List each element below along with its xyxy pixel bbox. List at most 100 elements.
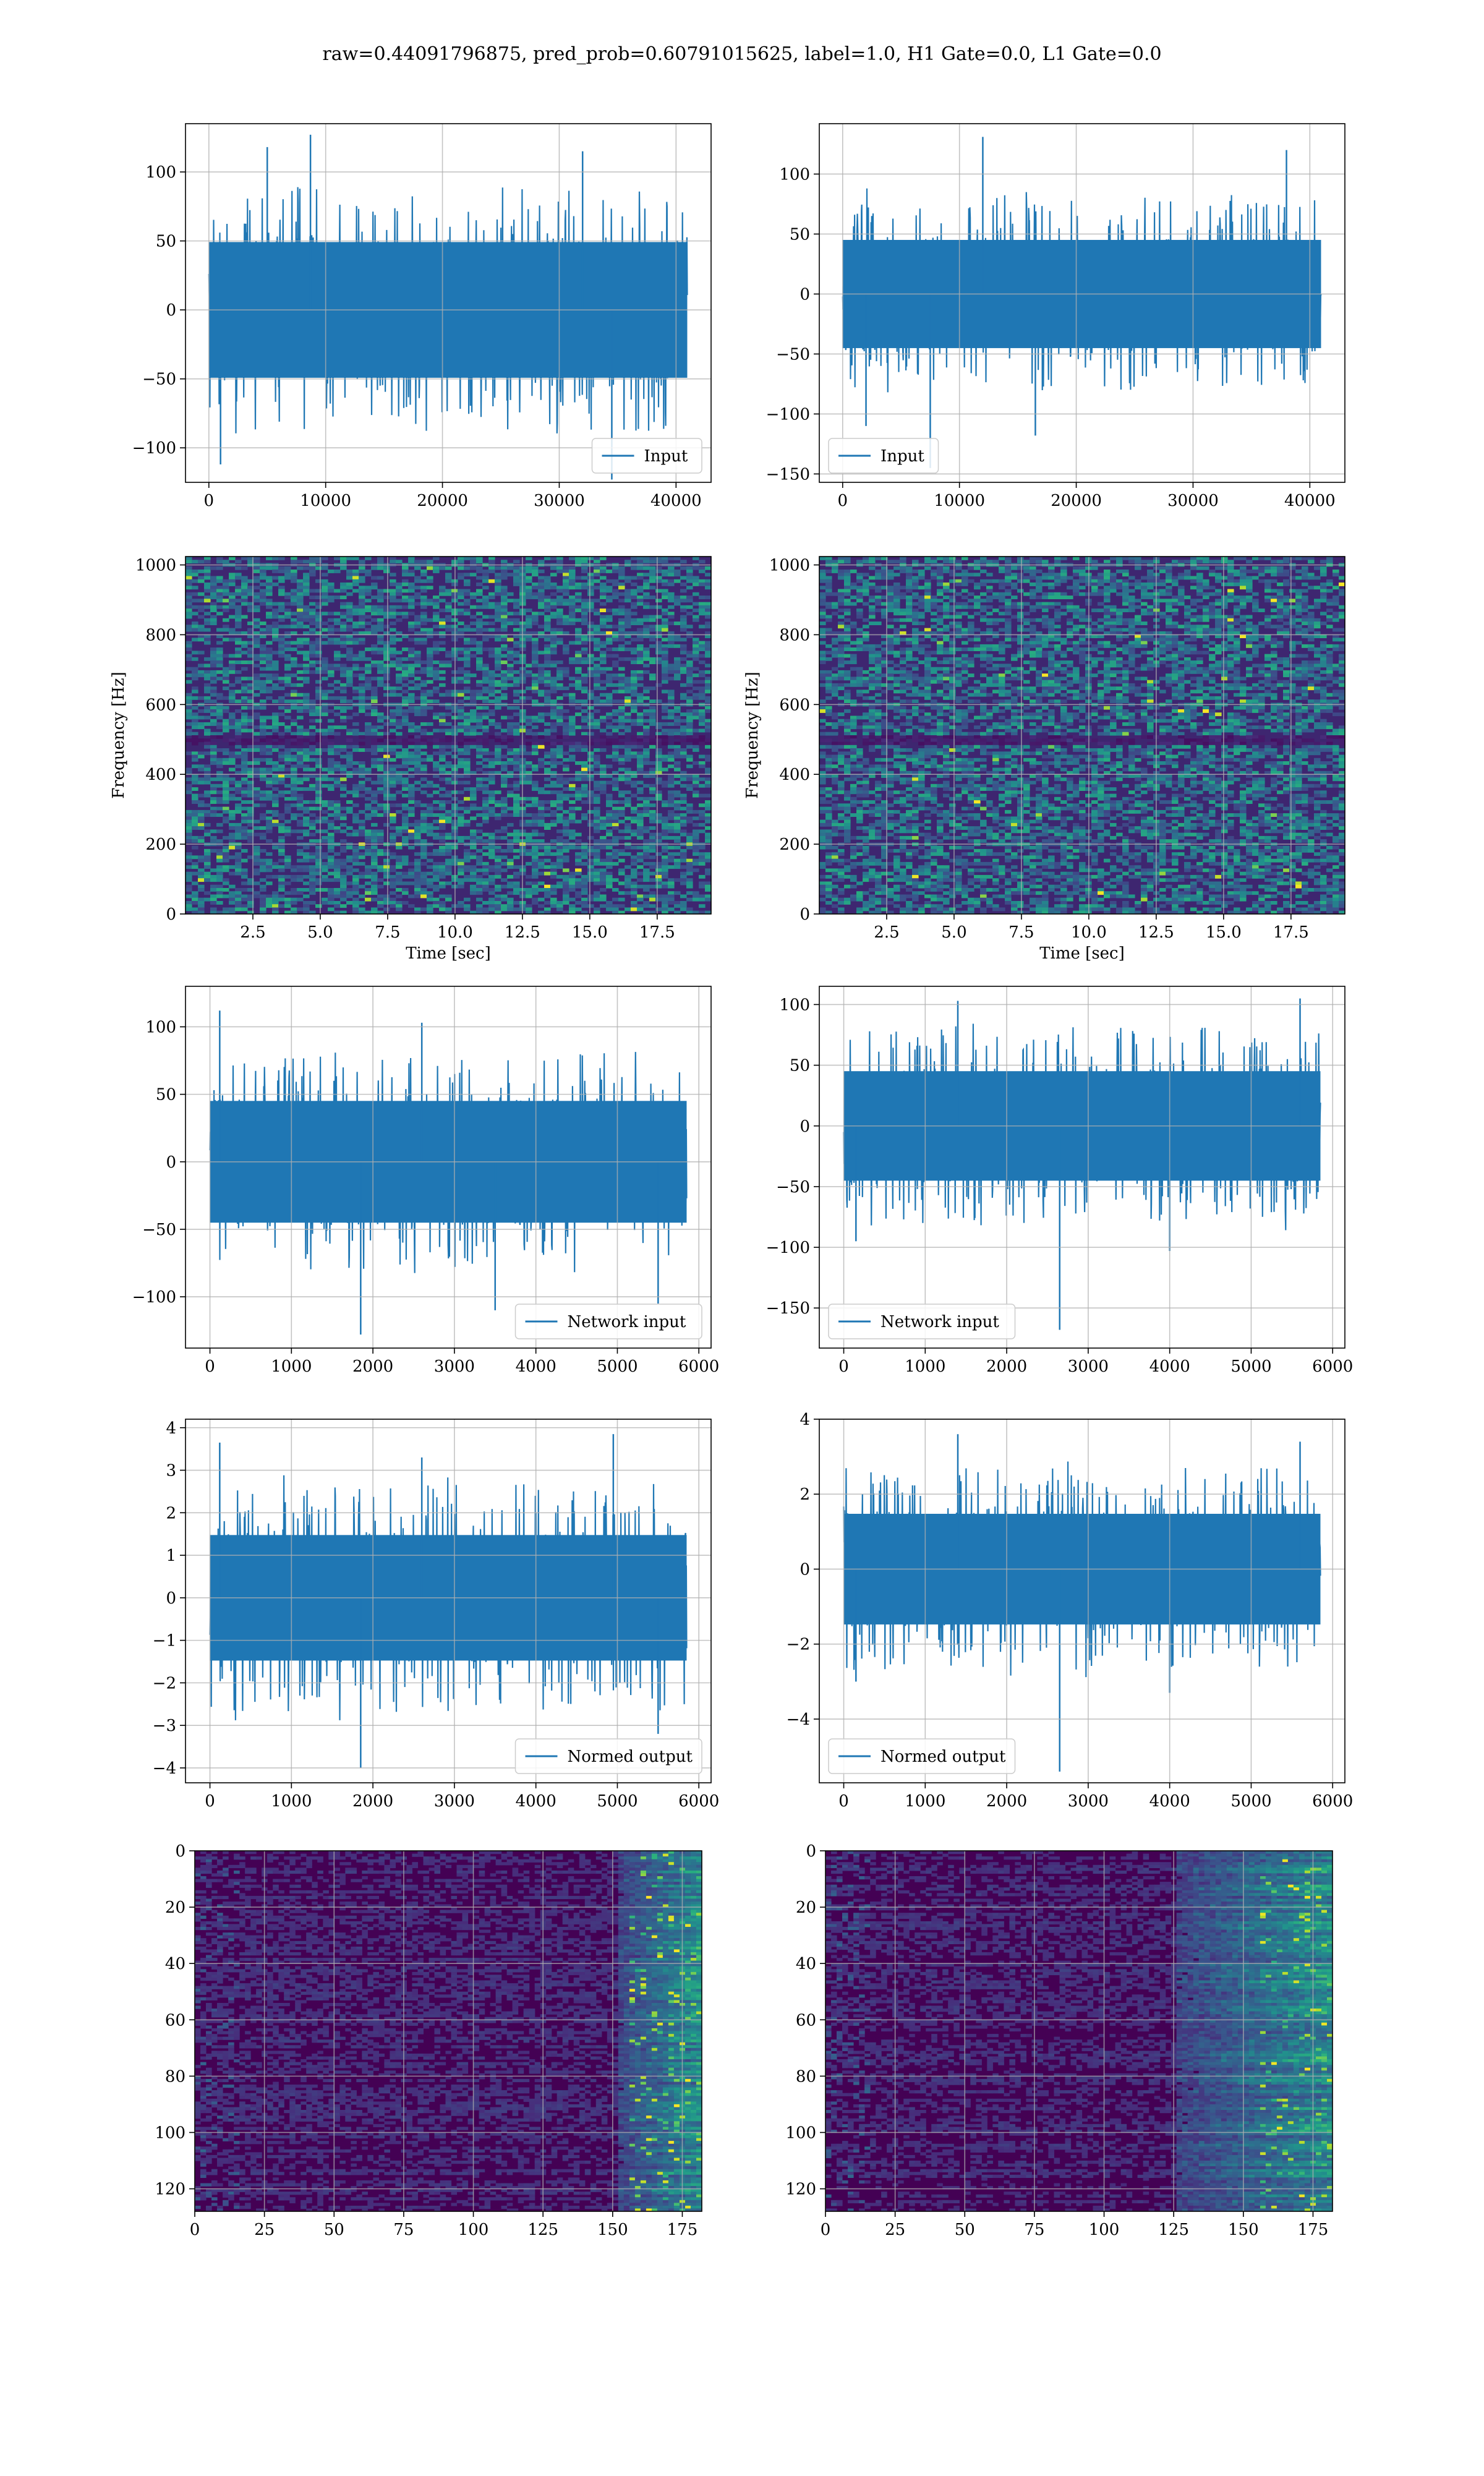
l1-normed-output-xtick-label-4: 4000 bbox=[1149, 1792, 1190, 1811]
l1-normed-output-legend: Normed output bbox=[829, 1739, 1015, 1774]
h1-spectrogram-xtick-label-3: 10.0 bbox=[437, 923, 473, 942]
l1-spectrogram-plot-area bbox=[819, 557, 1345, 915]
h1-spectrogram-xlabel: Time [sec] bbox=[406, 944, 491, 963]
h1-feature-map-xtick-label-5: 125 bbox=[527, 2221, 558, 2239]
h1-network-input-legend: Network input bbox=[516, 1304, 702, 1339]
l1-network-input-xtick-label-5: 5000 bbox=[1230, 1357, 1271, 1376]
l1-network-input-ytick-label-5: 100 bbox=[779, 996, 810, 1014]
l1-normed-output-xtick-label-0: 0 bbox=[838, 1792, 849, 1811]
l1-feature-map-xtick-label-0: 0 bbox=[821, 2221, 831, 2239]
h1-normed-output-xtick-label-0: 0 bbox=[205, 1792, 215, 1811]
l1-feature-map-xtick-label-5: 125 bbox=[1158, 2221, 1189, 2239]
l1-network-input-xtick-label-1: 1000 bbox=[905, 1357, 945, 1376]
l1-spectrogram-xtick-label-3: 10.0 bbox=[1071, 923, 1107, 942]
h1-spectrogram-xtick-label-2: 7.5 bbox=[375, 923, 400, 942]
l1-spectrogram-xtick-label-5: 15.0 bbox=[1206, 923, 1242, 942]
l1-network-input-xtick-label-3: 3000 bbox=[1068, 1357, 1109, 1376]
h1-spectrogram-xtick-label-5: 15.0 bbox=[572, 923, 608, 942]
h1-input-ytick-label-3: 50 bbox=[156, 233, 176, 251]
l1-spectrogram-ytick-label-2: 400 bbox=[779, 766, 810, 784]
h1-feature-map-xtick-label-1: 25 bbox=[254, 2221, 275, 2239]
l1-spectrogram-ytick-label-1: 200 bbox=[779, 835, 810, 854]
l1-input-ytick-label-4: 50 bbox=[790, 225, 810, 244]
h1-normed-output-ytick-label-4: 0 bbox=[166, 1589, 176, 1608]
l1-normed-output-plot-area bbox=[844, 1434, 1321, 1772]
h1-input-ytick-label-0: −100 bbox=[132, 439, 176, 458]
h1-spectrogram-plot-area bbox=[186, 557, 712, 915]
h1-feature-map-xtick-label-0: 0 bbox=[190, 2221, 200, 2239]
l1-spectrogram-ytick-label-4: 800 bbox=[779, 626, 810, 644]
l1-normed-output-xtick-label-6: 6000 bbox=[1312, 1792, 1353, 1811]
h1-input-ytick-label-1: −50 bbox=[142, 370, 176, 389]
l1-network-input-legend-label: Network input bbox=[881, 1313, 999, 1331]
h1-normed-output-ytick-label-8: 4 bbox=[166, 1419, 176, 1438]
l1-input-ytick-label-1: −100 bbox=[766, 405, 810, 424]
l1-input-xtick-label-3: 30000 bbox=[1167, 492, 1219, 510]
h1-feature-map-xtick-label-7: 175 bbox=[667, 2221, 698, 2239]
l1-feature-map-xtick-label-2: 50 bbox=[955, 2221, 975, 2239]
h1-normed-output-xtick-label-1: 1000 bbox=[271, 1792, 312, 1811]
l1-input-legend: Input bbox=[829, 438, 939, 473]
h1-input-xtick-label-4: 40000 bbox=[650, 492, 702, 510]
h1-network-input-ytick-label-4: 100 bbox=[145, 1018, 176, 1036]
h1-input-xtick-label-3: 30000 bbox=[534, 492, 585, 510]
h1-spectrogram-xtick-label-1: 5.0 bbox=[307, 923, 333, 942]
l1-input-xtick-label-0: 0 bbox=[838, 492, 848, 510]
l1-input-ytick-label-2: −50 bbox=[776, 345, 810, 364]
h1-normed-output-legend-label: Normed output bbox=[568, 1748, 693, 1766]
l1-input-ytick-label-0: −150 bbox=[766, 465, 810, 484]
h1-spectrogram-ytick-label-0: 0 bbox=[166, 905, 176, 924]
h1-input-legend: Input bbox=[592, 438, 702, 473]
l1-normed-output-ytick-label-0: −4 bbox=[787, 1710, 810, 1729]
h1-normed-output-ytick-label-1: −3 bbox=[153, 1717, 176, 1735]
l1-spectrogram-ytick-label-0: 0 bbox=[800, 905, 810, 924]
l1-spectrogram-xlabel: Time [sec] bbox=[1039, 944, 1125, 963]
l1-feature-map-xtick-label-3: 75 bbox=[1024, 2221, 1044, 2239]
l1-normed-output-ytick-label-2: 0 bbox=[800, 1560, 810, 1579]
h1-spectrogram-xtick-label-0: 2.5 bbox=[240, 923, 265, 942]
h1-feature-map-ytick-label-3: 60 bbox=[165, 2011, 186, 2030]
h1-feature-map-ytick-label-0: 0 bbox=[175, 1842, 186, 1861]
h1-normed-output-xtick-label-6: 6000 bbox=[678, 1792, 719, 1811]
l1-network-input-plot-area bbox=[844, 999, 1321, 1330]
l1-network-input-ytick-label-4: 50 bbox=[790, 1057, 810, 1075]
h1-network-input-xtick-label-4: 4000 bbox=[516, 1357, 556, 1376]
h1-feature-map-ytick-label-2: 40 bbox=[165, 1955, 186, 1973]
l1-input-plot-area bbox=[843, 137, 1321, 467]
h1-network-input-xtick-label-5: 5000 bbox=[597, 1357, 638, 1376]
h1-spectrogram-xtick-label-6: 17.5 bbox=[639, 923, 675, 942]
l1-feature-map-ytick-label-2: 40 bbox=[796, 1955, 816, 1973]
l1-feature-map-xtick-label-4: 100 bbox=[1089, 2221, 1120, 2239]
l1-normed-output-xtick-label-1: 1000 bbox=[905, 1792, 945, 1811]
h1-network-input-ytick-label-0: −100 bbox=[132, 1288, 176, 1307]
h1-network-input-xtick-label-2: 2000 bbox=[352, 1357, 393, 1376]
h1-feature-map-ytick-label-1: 20 bbox=[165, 1898, 186, 1917]
l1-network-input-ytick-label-3: 0 bbox=[800, 1117, 810, 1136]
l1-input-xtick-label-4: 40000 bbox=[1284, 492, 1336, 510]
l1-spectrogram-ylabel: Frequency [Hz] bbox=[743, 672, 762, 799]
h1-spectrogram-ytick-label-3: 600 bbox=[145, 696, 176, 714]
l1-feature-map-plot-area bbox=[825, 1851, 1333, 2212]
l1-spectrogram-ytick-label-3: 600 bbox=[779, 696, 810, 714]
l1-feature-map-xtick-label-1: 25 bbox=[885, 2221, 905, 2239]
l1-normed-output-xtick-label-3: 3000 bbox=[1068, 1792, 1109, 1811]
h1-network-input-plot-area bbox=[210, 1010, 687, 1334]
h1-normed-output-ytick-label-2: −2 bbox=[153, 1674, 176, 1693]
l1-input-xtick-label-1: 10000 bbox=[934, 492, 985, 510]
h1-feature-map-ytick-label-5: 100 bbox=[155, 2124, 186, 2142]
l1-normed-output-ytick-label-4: 4 bbox=[800, 1411, 810, 1429]
figure-title: raw=0.44091796875, pred_prob=0.607910156… bbox=[0, 43, 1484, 65]
h1-input-plot-area bbox=[209, 135, 688, 480]
h1-feature-map-xtick-label-4: 100 bbox=[458, 2221, 489, 2239]
h1-input-ytick-label-4: 100 bbox=[145, 163, 176, 182]
l1-feature-map-ytick-label-3: 60 bbox=[796, 2011, 816, 2030]
l1-network-input-ytick-label-0: −150 bbox=[766, 1299, 810, 1318]
